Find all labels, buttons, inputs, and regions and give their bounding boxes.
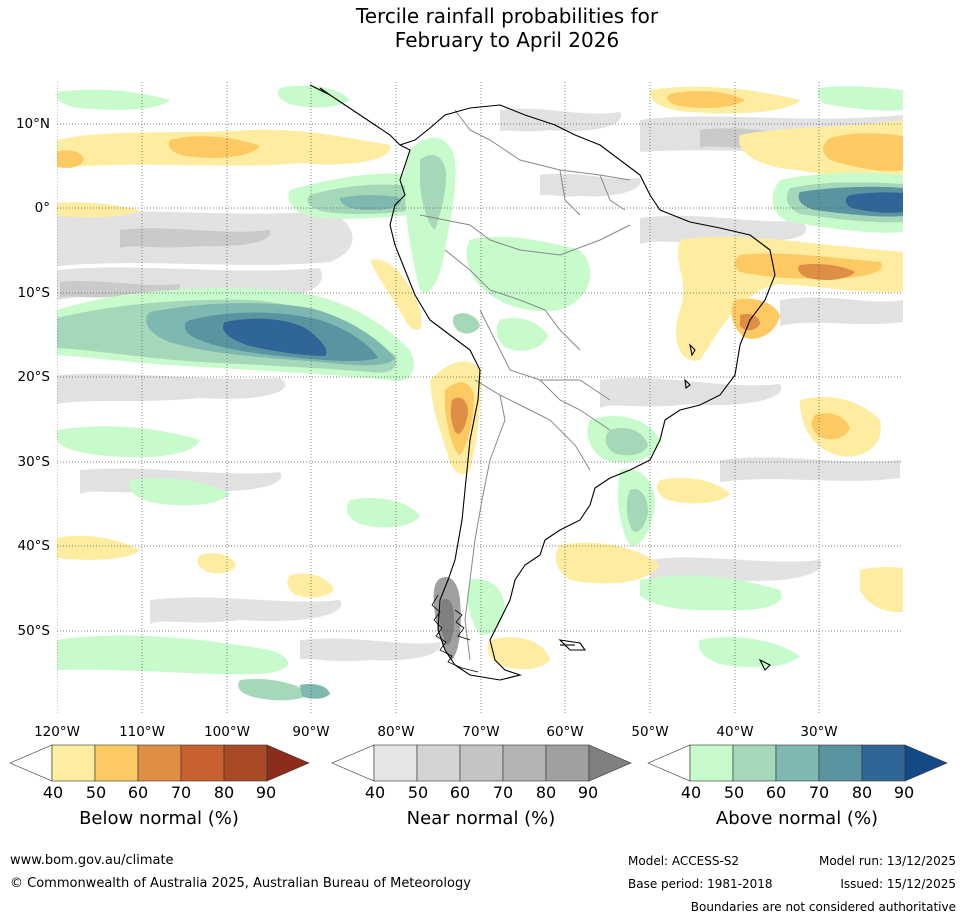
graticule bbox=[57, 82, 903, 715]
coastline bbox=[309, 84, 776, 681]
colorbar-segment bbox=[416, 744, 461, 782]
lat-tick-label: 10°S bbox=[17, 285, 51, 301]
above-normal-colorbar bbox=[647, 744, 948, 782]
colorbar-high-triangle bbox=[266, 744, 310, 782]
boundary-disclaimer: Boundaries are not considered authoritat… bbox=[690, 900, 956, 914]
lon-tick-label: 30°W bbox=[800, 724, 838, 740]
lat-tick-label: 10°N bbox=[15, 116, 50, 132]
lon-tick-label: 50°W bbox=[631, 724, 669, 740]
below-normal-title: Below normal (%) bbox=[79, 808, 239, 829]
website-link[interactable]: www.bom.gov.au/climate bbox=[10, 853, 174, 868]
colorbar-segment bbox=[818, 744, 863, 782]
colorbar-tick-label: 40 bbox=[680, 783, 702, 802]
above-normal-shading bbox=[57, 85, 903, 701]
colorbar-tick-label: 90 bbox=[577, 783, 599, 802]
near-normal-shading bbox=[57, 108, 903, 662]
copyright-notice: © Commonwealth of Australia 2025, Austra… bbox=[10, 876, 471, 891]
lon-tick-label: 110°W bbox=[119, 724, 165, 740]
colorbar-tick-label: 70 bbox=[808, 783, 830, 802]
below-normal-colorbar bbox=[9, 744, 310, 782]
colorbar-segment bbox=[94, 744, 139, 782]
colorbar-segment bbox=[861, 744, 906, 782]
lat-tick-label: 40°S bbox=[17, 538, 51, 554]
above-normal-title: Above normal (%) bbox=[715, 808, 879, 829]
colorbar-tick-label: 60 bbox=[765, 783, 787, 802]
colorbar-segment bbox=[459, 744, 504, 782]
colorbar-segment bbox=[689, 744, 734, 782]
colorbar-tick-label: 40 bbox=[42, 783, 64, 802]
near-normal-title: Near normal (%) bbox=[406, 808, 556, 829]
map-field bbox=[57, 82, 903, 715]
country-borders bbox=[419, 109, 631, 661]
lon-tick-label: 60°W bbox=[546, 724, 584, 740]
lon-tick-label: 40°W bbox=[716, 724, 754, 740]
model-name: Model: ACCESS-S2 bbox=[628, 854, 740, 868]
colorbar-tick-label: 70 bbox=[170, 783, 192, 802]
model-run-date: Model run: 13/12/2025 bbox=[818, 854, 956, 868]
colorbar-tick-label: 50 bbox=[723, 783, 745, 802]
base-period: Base period: 1981-2018 bbox=[628, 877, 773, 891]
colorbar-tick-label: 70 bbox=[492, 783, 514, 802]
lat-tick-label: 20°S bbox=[17, 369, 51, 385]
colorbar-low-triangle bbox=[647, 744, 691, 782]
colorbar-tick-label: 80 bbox=[535, 783, 557, 802]
lon-tick-label: 90°W bbox=[292, 724, 330, 740]
lon-tick-label: 80°W bbox=[377, 724, 415, 740]
near-normal-colorbar bbox=[331, 744, 632, 782]
colorbar-segment bbox=[373, 744, 418, 782]
colorbar-segment bbox=[545, 744, 590, 782]
colorbar-tick-label: 50 bbox=[407, 783, 429, 802]
colorbar-segment bbox=[502, 744, 547, 782]
colorbar-high-triangle bbox=[904, 744, 948, 782]
chart-title-line-2: February to April 2026 bbox=[394, 28, 620, 52]
lat-tick-label: 50°S bbox=[17, 623, 51, 639]
colorbar-tick-label: 90 bbox=[893, 783, 915, 802]
colorbar-segment bbox=[137, 744, 182, 782]
lat-tick-label: 0° bbox=[34, 200, 50, 216]
colorbar-high-triangle bbox=[588, 744, 632, 782]
colorbar-segment bbox=[223, 744, 268, 782]
colorbar-tick-label: 80 bbox=[213, 783, 235, 802]
colorbar-tick-label: 80 bbox=[851, 783, 873, 802]
colorbar-segment bbox=[180, 744, 225, 782]
colorbar-low-triangle bbox=[9, 744, 53, 782]
chart-title: Tercile rainfall probabilities for Febru… bbox=[0, 4, 965, 52]
colorbar-low-triangle bbox=[331, 744, 375, 782]
colorbar-tick-label: 60 bbox=[449, 783, 471, 802]
lon-tick-label: 120°W bbox=[34, 724, 80, 740]
colorbar-tick-label: 50 bbox=[85, 783, 107, 802]
below-normal-shading bbox=[57, 86, 903, 670]
lat-tick-label: 30°S bbox=[17, 454, 51, 470]
colorbar-tick-label: 60 bbox=[127, 783, 149, 802]
chart-title-line-1: Tercile rainfall probabilities for bbox=[355, 4, 659, 28]
colorbar-tick-label: 90 bbox=[255, 783, 277, 802]
issued-date: Issued: 15/12/2025 bbox=[840, 877, 956, 891]
lon-tick-label: 100°W bbox=[204, 724, 250, 740]
colorbar-segment bbox=[51, 744, 96, 782]
lon-tick-label: 70°W bbox=[462, 724, 500, 740]
colorbar-segment bbox=[732, 744, 777, 782]
colorbar-segment bbox=[775, 744, 820, 782]
colorbar-tick-label: 40 bbox=[364, 783, 386, 802]
